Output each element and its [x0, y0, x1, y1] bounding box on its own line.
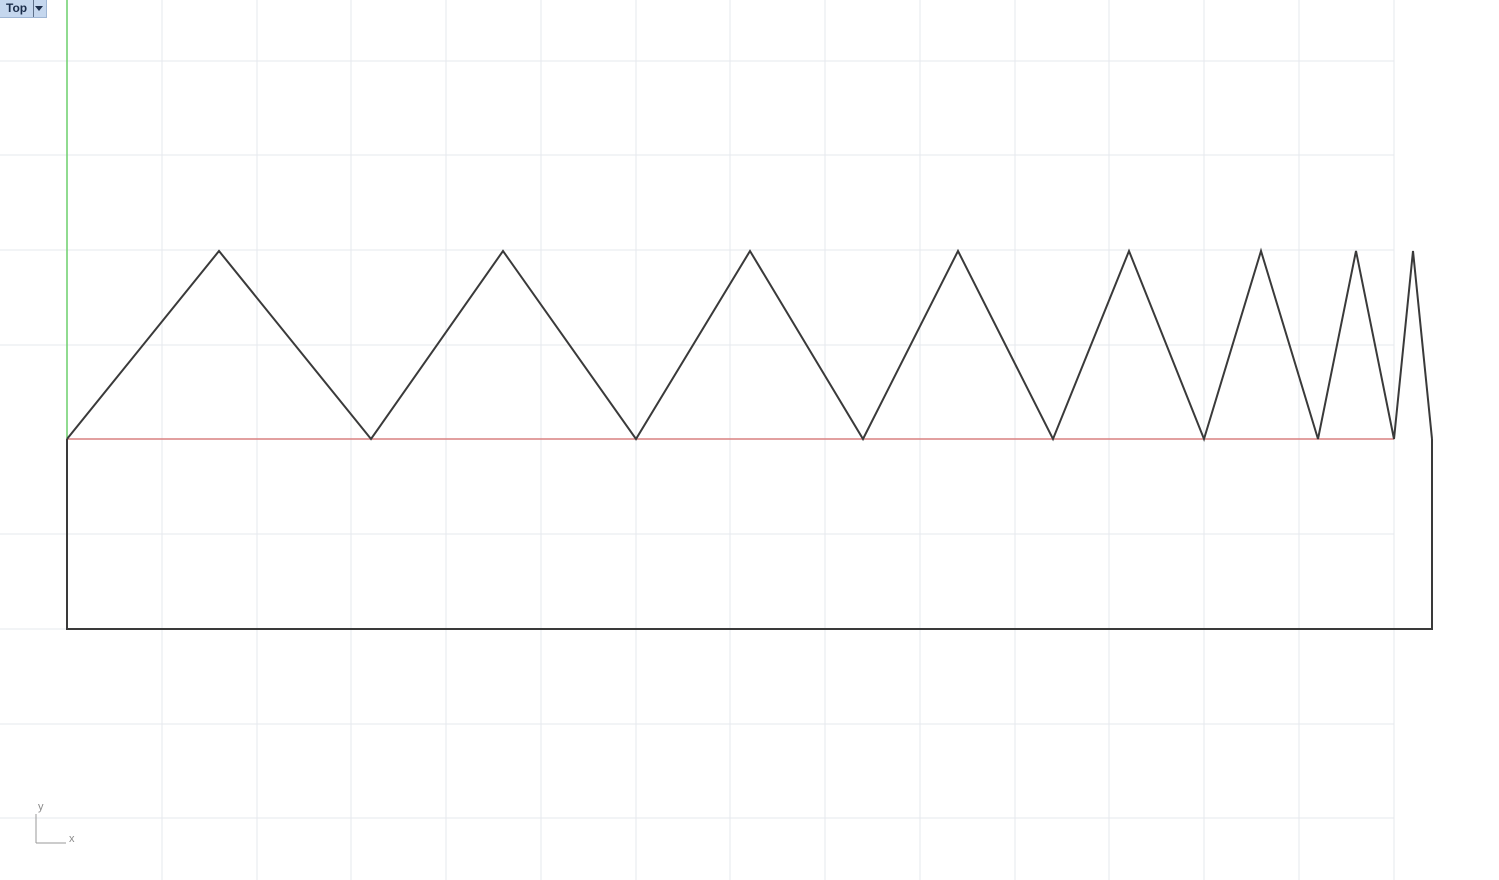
- world-axes-icon: y x: [30, 800, 80, 850]
- viewport-title-tab[interactable]: Top: [0, 0, 48, 18]
- construction-grid: [0, 0, 1395, 880]
- zigzag-polyline[interactable]: [66, 247, 1433, 443]
- axis-widget-x-label: x: [69, 833, 75, 845]
- base-rectangle-outline[interactable]: [66, 439, 1433, 630]
- viewport-title-label[interactable]: Top: [6, 1, 28, 15]
- chevron-down-icon[interactable]: [33, 0, 44, 17]
- axis-widget-y-label: y: [38, 801, 44, 813]
